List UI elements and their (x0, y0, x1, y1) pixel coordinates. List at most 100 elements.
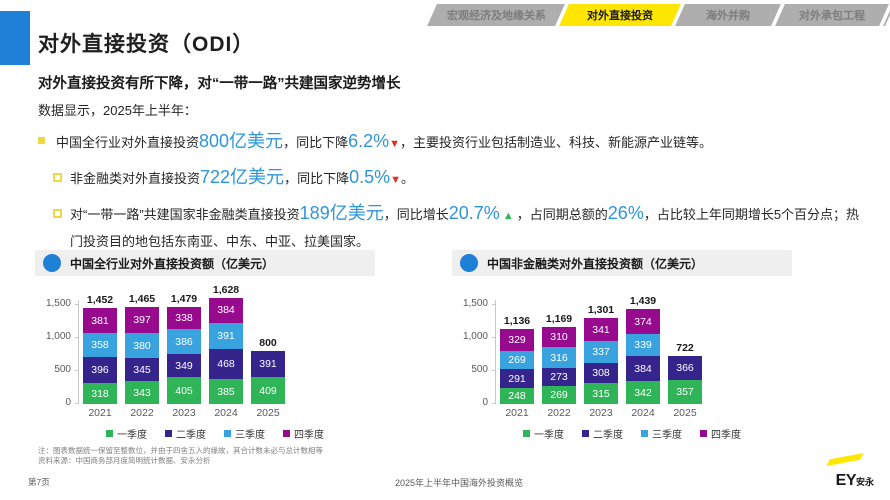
stacked-bar: 1,301 341 337 308 315 (584, 284, 618, 404)
highlight-value: 800亿美元 (199, 131, 284, 151)
legend-item: 二季度 (582, 426, 623, 441)
highlight-value: 189亿美元 (299, 203, 384, 223)
chart-legend: 一季度 二季度 三季度 四季度 (482, 426, 782, 441)
legend-swatch-icon (582, 430, 589, 437)
up-arrow-icon: ▲ (499, 210, 517, 222)
x-tick-label: 2022 (547, 407, 571, 419)
bar-segment: 358 (83, 333, 117, 357)
y-tick-label: 1,000 (45, 331, 71, 342)
bullet-belt-and-road: 对“一带一路”共建国家非金融类直接投资189亿美元，同比增长20.7% ▲ ，占… (38, 201, 872, 254)
y-tick-label: 0 (482, 397, 488, 408)
chart-bullet-icon (460, 254, 478, 272)
ey-logo-ey: EY (835, 472, 857, 489)
legend-item: 四季度 (283, 426, 324, 441)
chart-plot: 0 500 1,000 1,500 1,136 329 269 291 248 1,169 310… (452, 284, 847, 408)
bar-segment: 329 (500, 329, 534, 351)
bar-segment: 273 (542, 368, 576, 386)
bar-total-label: 800 (259, 337, 277, 349)
tab-odi-active[interactable]: 对外直接投资 (559, 4, 681, 26)
x-tick-label: 2023 (589, 407, 613, 419)
down-arrow-icon: ▼ (390, 174, 401, 186)
bar-segment: 385 (209, 379, 243, 404)
chart-plot: 0 500 1,000 1,500 1,452 381 358 396 318 1,465 397… (35, 284, 430, 408)
chart-title: 中国非金融类对外直接投资额（亿美元） (487, 256, 704, 271)
bar-segment: 349 (167, 354, 201, 377)
y-tick-label: 0 (65, 397, 71, 408)
bullet-text: 非金融类对外直接投资 (70, 171, 201, 186)
y-tick-mark (75, 403, 79, 404)
body-content: 数据显示，2025年上半年： 中国全行业对外直接投资800亿美元，同比下降6.2… (38, 100, 872, 262)
bar-segment: 468 (209, 348, 243, 380)
chart-legend: 一季度 二季度 三季度 四季度 (65, 426, 365, 441)
stacked-bar: 1,465 397 380 345 343 (125, 284, 159, 404)
bar-total-label: 1,465 (128, 293, 156, 305)
footnote: 注：图表数据统一保留至整数位，并由于四舍五入的缘故，其合计数未必与总计数相等 资… (38, 446, 323, 466)
bar-segment: 248 (500, 388, 534, 404)
bar-total-label: 1,169 (545, 313, 573, 325)
bar-segment: 338 (167, 307, 201, 329)
top-nav-tabs: 宏观经济及地缘关系 对外直接投资 海外并购 对外承包工程 (427, 4, 890, 26)
x-tick-label: 2024 (631, 407, 655, 419)
bullet-text: ，同比增长 (383, 207, 449, 222)
y-tick-mark (75, 370, 79, 371)
x-tick-label: 2021 (505, 407, 529, 419)
legend-label: 四季度 (294, 430, 324, 441)
ey-logo-text: EY安永 (836, 472, 874, 490)
x-axis-labels: 2021 2022 2023 2024 2025 (83, 407, 430, 419)
bar-segment: 380 (125, 333, 159, 358)
tab-overseas-ma[interactable]: 海外并购 (675, 4, 781, 26)
bullet-text: 对“一带一路”共建国家非金融类直接投资 (70, 207, 300, 222)
legend-item: 三季度 (224, 426, 265, 441)
legend-item: 一季度 (106, 426, 147, 441)
legend-label: 一季度 (534, 430, 564, 441)
y-axis: 0 500 1,000 1,500 (452, 284, 496, 408)
footer-doc-title: 2025年上半年中国海外投资概览 (395, 478, 524, 488)
y-tick-label: 1,000 (462, 331, 488, 342)
bar-segment: 343 (125, 381, 159, 404)
stacked-bar: 1,169 310 316 273 269 (542, 284, 576, 404)
legend-label: 一季度 (117, 430, 147, 441)
y-tick-label: 1,500 (45, 298, 71, 309)
chart-header: 中国全行业对外直接投资额（亿美元） (35, 250, 375, 276)
tab-macro-economy[interactable]: 宏观经济及地缘关系 (427, 4, 565, 26)
bar-segment: 384 (626, 356, 660, 381)
legend-label: 四季度 (711, 430, 741, 441)
bar-total-label: 1,479 (170, 293, 198, 305)
y-tick-mark (492, 304, 496, 305)
stacked-bar: 722 366 357 (668, 284, 702, 404)
legend-item: 一季度 (523, 426, 564, 441)
y-axis-line (495, 300, 496, 404)
bullet-text: 。 (401, 171, 415, 186)
bar-total-label: 1,628 (212, 284, 240, 297)
highlight-value: 0.5% (349, 167, 391, 187)
tab-contracting[interactable]: 对外承包工程 (775, 4, 889, 26)
legend-swatch-icon (224, 430, 231, 437)
page-number: 第7页 (28, 477, 50, 487)
bar-segment: 384 (209, 298, 243, 323)
bullet-square-outline-icon (53, 209, 62, 218)
bar-segment: 391 (209, 322, 243, 349)
bar-segment: 366 (668, 356, 702, 380)
legend-swatch-icon (641, 430, 648, 437)
bar-segment: 316 (542, 347, 576, 368)
stacked-bar: 800 391 409 (251, 284, 285, 404)
y-tick-mark (492, 337, 496, 338)
x-tick-label: 2024 (214, 407, 238, 419)
footnote-line: 资料来源：中国商务部月度简明统计数据、安永分析 (38, 456, 211, 465)
bar-segment: 397 (125, 307, 159, 333)
tab-label: 宏观经济及地缘关系 (446, 10, 546, 22)
bar-segment: 391 (251, 351, 285, 377)
y-axis-line (78, 300, 79, 404)
legend-swatch-icon (523, 430, 530, 437)
legend-label: 二季度 (176, 430, 206, 441)
chart-panel-all-industry: 中国全行业对外直接投资额（亿美元） 0 500 1,000 1,500 1,452 38… (35, 250, 430, 441)
bullet-text: ，同比下降 (283, 135, 349, 150)
y-tick-mark (492, 370, 496, 371)
legend-label: 三季度 (235, 430, 265, 441)
bullet-nonfinancial-odi: 非金融类对外直接投资722亿美元，同比下降0.5%▼。 (38, 165, 872, 193)
bar-segment: 345 (125, 358, 159, 381)
ey-beam-icon (826, 452, 864, 467)
bullet-text: ，占同期总额的 (516, 207, 608, 222)
stacked-bar: 1,439 374 339 384 342 (626, 284, 660, 404)
